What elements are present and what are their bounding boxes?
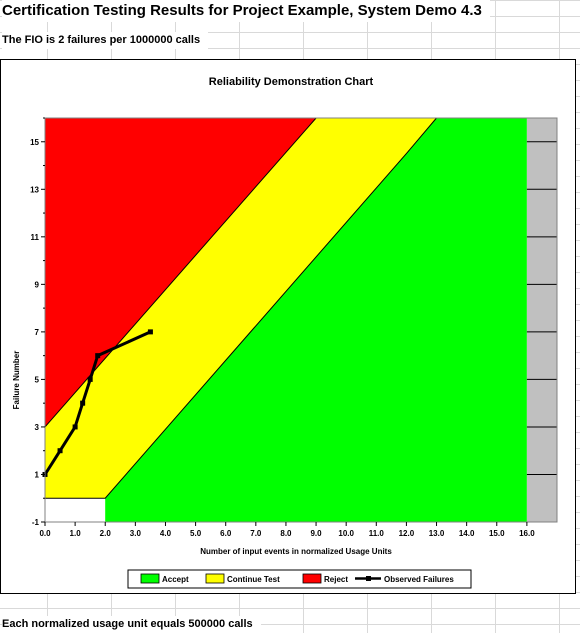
x-tick-label: 12.0 <box>399 529 415 538</box>
x-tick-label: 8.0 <box>280 529 292 538</box>
y-tick-label: 11 <box>31 233 40 242</box>
x-tick-label: 6.0 <box>220 529 232 538</box>
x-tick-label: 11.0 <box>369 529 385 538</box>
y-tick-label: 13 <box>30 185 39 194</box>
x-tick-label: 4.0 <box>160 529 172 538</box>
plot-border <box>44 117 558 523</box>
observed-failure-point <box>80 400 86 406</box>
x-tick-label: 16.0 <box>519 529 535 538</box>
continue-test-region <box>45 118 437 499</box>
y-tick-label: 7 <box>35 328 40 337</box>
x-tick-label: 9.0 <box>310 529 322 538</box>
legend-item-observed-label: Observed Failures <box>384 575 454 584</box>
x-tick-label: 13.0 <box>429 529 445 538</box>
sheet-title: Certification Testing Results for Projec… <box>2 0 490 22</box>
x-tick-label: 3.0 <box>130 529 142 538</box>
beyond-region <box>526 118 557 522</box>
observed-failure-point <box>87 376 93 382</box>
x-axis-label: Number of input events in normalized Usa… <box>200 547 392 556</box>
y-tick-label: 9 <box>35 280 40 289</box>
x-tick-label: 0.0 <box>39 529 51 538</box>
plot-area <box>42 117 558 523</box>
reliability-chart: Reliability Demonstration Chart -1135791… <box>12 76 558 589</box>
observed-failure-point <box>57 448 63 454</box>
observed-failure-point <box>72 424 78 430</box>
legend-item-observed-marker <box>366 576 371 581</box>
x-tick-label: 15.0 <box>489 529 505 538</box>
x-tick-label: 5.0 <box>190 529 202 538</box>
x-tick-label: 2.0 <box>100 529 112 538</box>
accept-region <box>105 118 527 522</box>
chart-frame[interactable]: Reliability Demonstration Chart -1 1 3 5 7 9 1… <box>0 59 576 594</box>
y-axis-label: Failure Number <box>12 351 21 410</box>
y-tick-label: 1 <box>35 470 40 479</box>
y-tick-label: 15 <box>30 138 39 147</box>
legend-item-accept-label: Accept <box>162 575 189 584</box>
x-tick-label: 1.0 <box>70 529 82 538</box>
legend-item-accept-swatch <box>140 573 160 584</box>
legend: Accept Continue Test Reject Observed Failur… <box>127 569 472 589</box>
chart-title: Reliability Demonstration Chart <box>209 76 374 88</box>
x-axis-ticks: 0.0 1.0 2.0 3.0 4.0 5.0 6.0 7.0 8.0 9.0 10.0 11.0 12… <box>39 522 535 538</box>
x-tick-label: 14.0 <box>459 529 475 538</box>
legend-item-reject-label: Reject <box>324 575 348 584</box>
footer-text: Each normalized usage unit equals 500000… <box>2 616 261 633</box>
y-tick-label: -1 <box>32 518 40 527</box>
beyond-region-gridlines <box>526 141 557 523</box>
legend-item-continue-test-label: Continue Test <box>227 575 280 584</box>
accept-boundary-line <box>45 117 437 499</box>
observed-failure-point <box>95 353 101 359</box>
y-tick-label: 3 <box>35 423 40 432</box>
x-tick-label: 7.0 <box>250 529 262 538</box>
y-tick-label: 5 <box>35 375 40 384</box>
legend-item-continue-test-swatch <box>205 573 225 584</box>
observed-failure-point <box>147 329 153 335</box>
fio-text: The FIO is 2 failures per 1000000 calls <box>2 32 209 49</box>
x-tick-label: 10.0 <box>338 529 354 538</box>
legend-item-reject-swatch <box>302 573 322 584</box>
